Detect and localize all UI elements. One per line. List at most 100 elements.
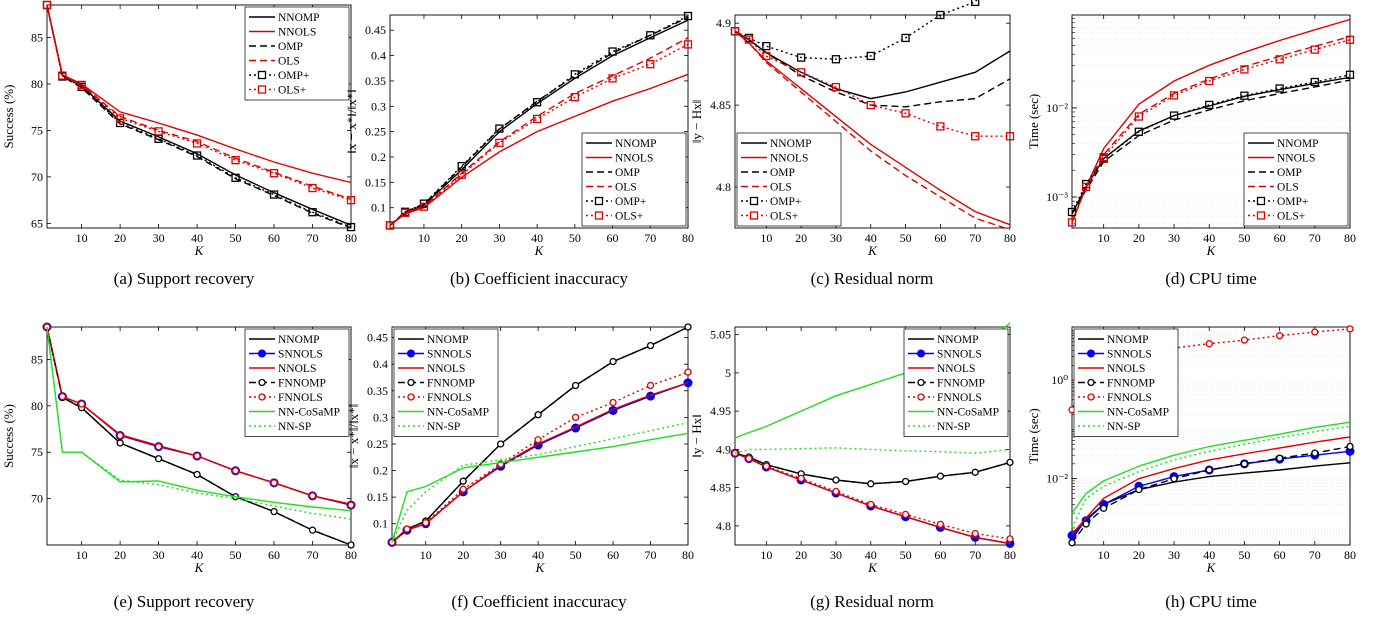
y-tick-label: 0.45 <box>367 331 388 345</box>
x-tick-label: 60 <box>607 231 619 245</box>
x-tick-label: 10 <box>76 548 88 562</box>
x-tick-label: 40 <box>1203 231 1215 245</box>
data-point <box>1081 182 1091 192</box>
y-tick-label: 0.4 <box>371 49 386 63</box>
series-line <box>734 452 1011 485</box>
legend-marker <box>258 393 266 401</box>
data-point <box>116 431 124 440</box>
data-point <box>1067 218 1077 227</box>
data-point <box>570 70 579 79</box>
data-point <box>762 51 771 61</box>
legend-label: OMP+ <box>770 196 801 208</box>
data-point <box>419 202 429 211</box>
series-line <box>1071 445 1351 544</box>
series-line <box>1071 39 1351 223</box>
series-nnols <box>734 452 1011 545</box>
data-point <box>1346 442 1354 451</box>
data-point <box>570 93 579 102</box>
x-axis-label: K <box>867 243 878 258</box>
x-tick-label: 50 <box>230 548 242 562</box>
data-point <box>866 51 875 61</box>
series-nnols <box>1071 436 1351 535</box>
legend-box <box>244 6 350 101</box>
legend-label: OLS+ <box>770 211 798 223</box>
legend-label: NNOMP <box>615 138 657 150</box>
data-point <box>1240 65 1249 74</box>
chart-panel-2: 10 20 30 40 50 60 70 80 0.1 0.15 0.2 0.25 0.3 0.35 0.4… <box>344 11 694 288</box>
panel-caption: (e) Support recovery <box>114 592 255 611</box>
x-tick-label: 10 <box>420 548 432 562</box>
series-omp <box>1071 79 1351 215</box>
legend-marker <box>1087 349 1095 358</box>
legend-label: NNOLS <box>278 27 316 39</box>
x-tick-label: 50 <box>1238 548 1250 562</box>
data-point <box>231 173 240 182</box>
legend-label: NN-CoSaMP <box>937 407 999 419</box>
data-point <box>1135 485 1143 494</box>
minor-grid <box>1072 330 1350 544</box>
legend-marker <box>407 378 415 387</box>
data-point <box>1311 449 1319 457</box>
chart-panel-4: 10 20 30 40 50 60 70 80 10⁻³ 10⁻² K Time (sec) NNOMP… <box>1026 14 1356 288</box>
data-point <box>901 477 910 486</box>
legend-label: NN-CoSaMP <box>278 407 340 419</box>
data-point <box>832 476 840 484</box>
legend: NNOMP NNOLS OMP OLS OMP+ OLS+ <box>581 132 687 227</box>
legend: NNOMP SNNOLS NNOLS FNNOMP FNNOLS NN-CoSaMP NN-… <box>1073 328 1179 437</box>
legend-label: FNNOMP <box>937 378 985 390</box>
series-ols- <box>730 27 1015 141</box>
series-line <box>46 326 352 520</box>
x-tick-label: 70 <box>307 231 319 245</box>
data-point <box>762 41 771 51</box>
data-point <box>1005 132 1015 141</box>
data-point <box>1100 504 1108 512</box>
legend-label: NNOLS <box>1277 153 1315 165</box>
series-omp <box>734 30 1011 108</box>
data-point <box>571 381 580 390</box>
axes-frame <box>1071 326 1351 546</box>
legend-box <box>581 132 687 227</box>
data-point <box>346 222 356 232</box>
x-tick-label: 10 <box>418 231 430 245</box>
data-point <box>646 31 655 40</box>
legend-label: OMP <box>278 41 303 53</box>
legend-label: SNNOLS <box>937 349 982 361</box>
y-tick-label: 0.2 <box>373 464 388 478</box>
x-tick-label: 70 <box>969 548 981 562</box>
legend-label: OLS <box>615 182 637 194</box>
data-point <box>532 98 542 107</box>
legend-label: FNNOLS <box>278 392 323 404</box>
x-tick-label: 20 <box>1133 231 1145 245</box>
legend-label: OLS <box>770 182 792 194</box>
data-point <box>192 151 202 160</box>
legend-label: NNOLS <box>770 153 808 165</box>
data-point <box>796 53 806 62</box>
x-tick-label: 40 <box>191 548 203 562</box>
data-point <box>1275 332 1284 340</box>
data-point <box>400 208 410 217</box>
x-tick-label: 70 <box>1309 548 1321 562</box>
legend-marker <box>257 85 267 94</box>
legend-label: NNOMP <box>278 334 320 346</box>
legend-label: FNNOMP <box>1107 378 1155 390</box>
data-point <box>269 190 279 199</box>
series-nnols <box>1071 18 1351 223</box>
legend-label: OMP+ <box>278 70 309 82</box>
data-point <box>58 71 67 80</box>
data-point <box>459 477 467 485</box>
data-point <box>608 74 617 83</box>
data-point <box>609 357 617 366</box>
legend-marker <box>917 378 925 387</box>
y-tick-label: 85 <box>31 352 43 366</box>
series-fnnols <box>731 449 1014 543</box>
y-tick-label: 4.95 <box>710 404 731 418</box>
series-snnols <box>730 448 1015 548</box>
legend-marker <box>1087 393 1095 401</box>
series-line <box>389 73 689 227</box>
data-point <box>936 122 945 131</box>
y-tick-label: 4.8 <box>716 519 731 533</box>
x-tick-label: 30 <box>1168 548 1180 562</box>
legend-label: OLS+ <box>615 211 643 223</box>
data-point <box>1134 112 1144 121</box>
